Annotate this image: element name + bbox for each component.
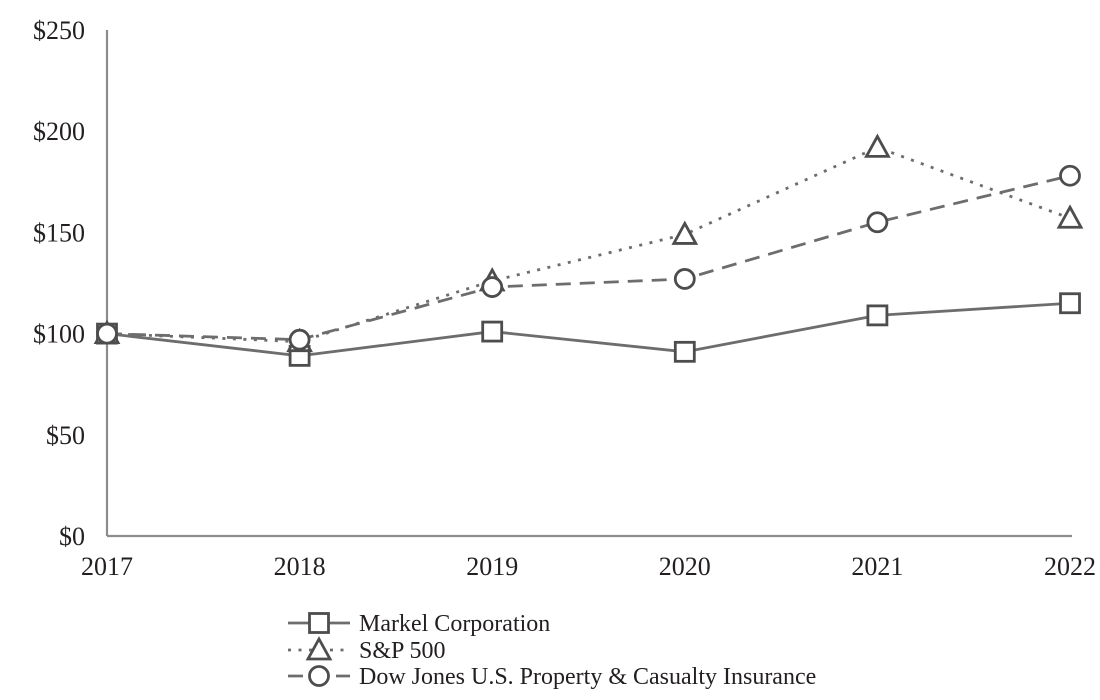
- y-tick-label: $50: [46, 421, 85, 450]
- markel-corporation-square-marker: [481, 320, 504, 343]
- s-p-500-triangle-marker: [864, 133, 891, 158]
- markel-corporation-square-marker: [866, 304, 889, 327]
- markel-corporation-square-marker: [673, 340, 696, 363]
- series-line-dow-jones-u-s-property-casualty-insurance: [106, 174, 1071, 342]
- series-line-markel-corporation: [106, 301, 1071, 358]
- x-tick-label: 2020: [659, 552, 711, 581]
- legend-s-p-500-triangle-marker: [305, 636, 333, 661]
- legend-label-s-p-500: S&P 500: [359, 638, 445, 664]
- dow-jones-u-s-property-casualty-insurance-circle-marker: [866, 211, 889, 234]
- s-p-500-triangle-marker: [671, 220, 699, 245]
- legend-label-dow-jones-u-s-property-casualty-insurance: Dow Jones U.S. Property & Casualty Insur…: [359, 664, 816, 690]
- legend-dow-jones-u-s-property-casualty-insurance-circle-marker: [308, 665, 330, 687]
- dow-jones-u-s-property-casualty-insurance-circle-marker: [481, 276, 504, 298]
- x-tick-label: 2022: [1044, 552, 1096, 581]
- y-tick-label: $150: [33, 218, 85, 247]
- legend-markel-corporation-square-marker: [308, 612, 330, 634]
- dow-jones-u-s-property-casualty-insurance-circle-marker: [96, 322, 118, 345]
- markel-corporation-square-marker: [1059, 292, 1081, 315]
- x-tick-label: 2019: [466, 552, 518, 581]
- x-tick-label: 2017: [81, 552, 133, 581]
- y-tick-label: $200: [33, 117, 85, 146]
- y-tick-label: $0: [59, 522, 85, 551]
- x-tick-label: 2021: [851, 552, 903, 581]
- legend-label-markel-corporation: Markel Corporation: [359, 611, 550, 637]
- x-tick-label: 2018: [274, 552, 326, 581]
- s-p-500-triangle-marker: [1056, 204, 1084, 229]
- dow-jones-u-s-property-casualty-insurance-circle-marker: [288, 328, 311, 351]
- y-tick-label: $250: [33, 16, 85, 45]
- series-line-s-p-500: [106, 145, 1071, 344]
- y-tick-label: $100: [33, 320, 85, 349]
- dow-jones-u-s-property-casualty-insurance-circle-marker: [673, 268, 696, 290]
- dow-jones-u-s-property-casualty-insurance-circle-marker: [1059, 164, 1081, 187]
